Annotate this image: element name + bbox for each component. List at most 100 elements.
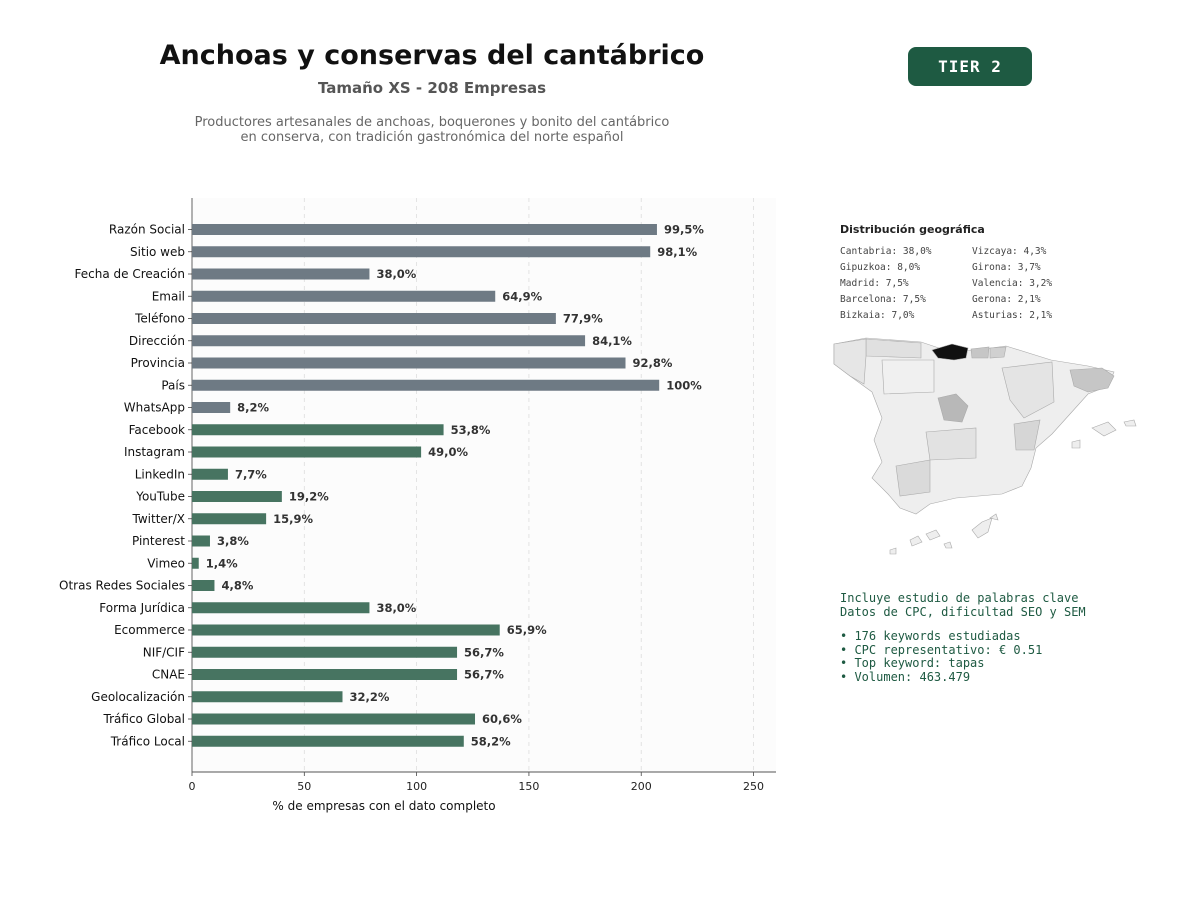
keyword-info: Incluye estudio de palabras clave Datos … bbox=[840, 591, 1086, 684]
keyword-bullet: • CPC representativo: € 0.51 bbox=[840, 642, 1043, 657]
bar bbox=[192, 268, 370, 280]
description-line: en conserva, con tradición gastronómica … bbox=[240, 130, 624, 145]
category-label: Forma Jurídica bbox=[99, 601, 185, 615]
data-label: 60,6% bbox=[482, 712, 522, 726]
map-region-south bbox=[895, 459, 931, 497]
data-label: 4,8% bbox=[221, 579, 253, 593]
category-label: Sitio web bbox=[130, 245, 185, 259]
x-tick-label: 0 bbox=[189, 780, 196, 793]
data-label: 98,1% bbox=[657, 245, 697, 259]
keyword-bullet: • Top keyword: tapas bbox=[840, 656, 985, 670]
spain-map bbox=[833, 337, 1137, 555]
map-canary bbox=[889, 513, 999, 555]
page-title: Anchoas y conservas del cantábrico bbox=[159, 40, 705, 71]
data-label: 65,9% bbox=[507, 623, 547, 637]
bar bbox=[192, 535, 210, 547]
bar bbox=[192, 379, 660, 391]
map-region-aragon bbox=[1001, 361, 1055, 419]
map-region-gipuzkoa bbox=[989, 346, 1007, 359]
category-label: Email bbox=[152, 289, 185, 303]
bar-chart: 0 50 100 150 200 250 Razón Social 99,5% Sitio we… bbox=[59, 198, 776, 813]
category-label: Fecha de Creación bbox=[75, 267, 185, 281]
category-label: Dirección bbox=[129, 334, 185, 348]
plot-background bbox=[192, 198, 776, 772]
x-tick-label: 250 bbox=[743, 780, 764, 793]
bar bbox=[192, 335, 586, 347]
bar bbox=[192, 313, 556, 324]
data-label: 58,2% bbox=[471, 734, 511, 748]
data-label: 8,2% bbox=[237, 401, 269, 415]
category-label: Provincia bbox=[131, 356, 185, 370]
x-tick-label: 150 bbox=[518, 780, 539, 793]
category-label: Instagram bbox=[124, 445, 185, 459]
bar bbox=[192, 646, 458, 658]
bar bbox=[192, 580, 215, 591]
data-label: 92,8% bbox=[633, 356, 673, 370]
tier-badge: TIER 2 bbox=[908, 47, 1032, 86]
keyword-heading: Datos de CPC, dificultad SEO y SEM bbox=[840, 604, 1086, 619]
bar bbox=[192, 491, 282, 502]
description-line: Productores artesanales de anchoas, boqu… bbox=[194, 115, 670, 130]
data-label: 19,2% bbox=[289, 490, 329, 504]
data-label: 1,4% bbox=[206, 556, 238, 570]
geo-item: Gerona: 2,1% bbox=[972, 294, 1041, 305]
bar bbox=[192, 691, 343, 703]
bar bbox=[192, 713, 476, 725]
category-label: País bbox=[161, 378, 185, 392]
category-label: Teléfono bbox=[134, 312, 185, 326]
map-region-galicia bbox=[833, 338, 867, 385]
data-label: 77,9% bbox=[563, 312, 603, 326]
data-label: 3,8% bbox=[217, 534, 249, 548]
bar bbox=[192, 669, 458, 680]
data-label: 32,2% bbox=[349, 690, 389, 704]
category-label: Twitter/X bbox=[132, 512, 185, 526]
bar bbox=[192, 602, 370, 614]
category-label: Geolocalización bbox=[91, 690, 185, 704]
bar bbox=[192, 357, 626, 369]
page-subtitle: Tamaño XS - 208 Empresas bbox=[317, 79, 547, 97]
geo-item: Asturias: 2,1% bbox=[972, 310, 1053, 321]
x-tick-label: 100 bbox=[406, 780, 427, 793]
category-label: Tráfico Local bbox=[110, 734, 185, 748]
map-region-leon bbox=[881, 359, 935, 395]
data-label: 84,1% bbox=[592, 334, 632, 348]
geo-item: Madrid: 7,5% bbox=[840, 278, 909, 289]
data-label: 15,9% bbox=[273, 512, 313, 526]
map-region-bizkaia bbox=[970, 346, 990, 359]
geo-title: Distribución geográfica bbox=[840, 223, 985, 236]
x-tick-label: 50 bbox=[297, 780, 311, 793]
geo-item: Girona: 3,7% bbox=[972, 262, 1041, 273]
category-label: Vimeo bbox=[147, 556, 185, 570]
bar bbox=[192, 513, 267, 525]
category-label: CNAE bbox=[152, 668, 185, 682]
geo-item: Valencia: 3,2% bbox=[972, 278, 1053, 289]
data-label: 99,5% bbox=[664, 223, 704, 237]
geo-item: Vizcaya: 4,3% bbox=[972, 246, 1047, 257]
category-label: Razón Social bbox=[109, 223, 185, 237]
bar bbox=[192, 402, 231, 413]
category-label: Otras Redes Sociales bbox=[59, 579, 185, 593]
geo-item: Barcelona: 7,5% bbox=[840, 294, 926, 305]
data-label: 7,7% bbox=[235, 467, 267, 481]
bar bbox=[192, 624, 500, 636]
bar bbox=[192, 735, 464, 747]
category-label: Tráfico Global bbox=[103, 712, 185, 726]
data-label: 38,0% bbox=[376, 601, 416, 615]
map-region-center bbox=[925, 427, 977, 461]
bar bbox=[192, 224, 657, 235]
map-region-valencia bbox=[1013, 419, 1041, 451]
category-label: YouTube bbox=[135, 490, 185, 504]
keyword-bullet: • Volumen: 463.479 bbox=[840, 669, 971, 684]
bar bbox=[192, 446, 422, 458]
x-axis-label: % de empresas con el dato completo bbox=[272, 799, 495, 813]
data-label: 53,8% bbox=[451, 423, 491, 437]
category-label: Facebook bbox=[129, 423, 185, 437]
geo-item: Bizkaia: 7,0% bbox=[840, 310, 915, 321]
bar bbox=[192, 246, 651, 258]
data-label: 64,9% bbox=[502, 289, 542, 303]
data-label: 100% bbox=[666, 378, 702, 392]
map-region-madrid bbox=[937, 393, 969, 423]
x-tick-label: 200 bbox=[631, 780, 652, 793]
geo-item: Cantabria: 38,0% bbox=[840, 246, 932, 257]
category-label: Pinterest bbox=[132, 534, 185, 548]
